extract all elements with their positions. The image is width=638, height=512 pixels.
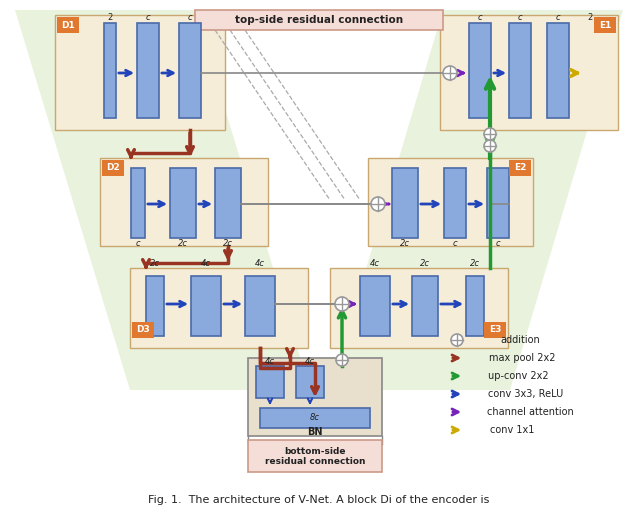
Text: conv 1x1: conv 1x1 — [490, 425, 534, 435]
Circle shape — [336, 354, 348, 366]
Bar — [360, 276, 390, 336]
Text: 4c: 4c — [255, 260, 265, 268]
Text: 2c: 2c — [420, 260, 430, 268]
Text: 2c: 2c — [150, 260, 160, 268]
Bar — [215, 168, 241, 238]
Bar — [296, 366, 324, 398]
Bar — [368, 158, 533, 246]
Text: c: c — [478, 12, 482, 22]
Text: 8c: 8c — [310, 414, 320, 422]
Circle shape — [443, 66, 457, 80]
Text: channel attention: channel attention — [487, 407, 574, 417]
Bar — [547, 23, 569, 118]
Text: 2: 2 — [107, 12, 113, 22]
Text: conv 3x3, ReLU: conv 3x3, ReLU — [488, 389, 563, 399]
Bar — [466, 276, 484, 336]
Bar — [509, 160, 531, 176]
Text: c: c — [517, 12, 523, 22]
Bar — [248, 440, 382, 472]
Text: c: c — [453, 239, 457, 247]
Bar — [392, 168, 418, 238]
Bar — [509, 23, 531, 118]
Polygon shape — [15, 10, 310, 390]
Text: addition: addition — [500, 335, 540, 345]
Circle shape — [371, 197, 385, 211]
Bar — [195, 10, 443, 30]
Circle shape — [484, 140, 496, 152]
Bar — [130, 268, 308, 348]
Bar — [132, 322, 154, 338]
Text: 2c: 2c — [178, 239, 188, 247]
Polygon shape — [330, 10, 623, 390]
Bar — [146, 276, 164, 336]
Text: top-side residual connection: top-side residual connection — [235, 15, 403, 25]
Bar — [260, 408, 370, 428]
Text: max pool 2x2: max pool 2x2 — [489, 353, 555, 363]
Bar — [248, 358, 382, 436]
Text: 2c: 2c — [470, 260, 480, 268]
Text: c: c — [145, 12, 151, 22]
Text: Fig. 1.  The architecture of V-Net. A block Di of the encoder is: Fig. 1. The architecture of V-Net. A blo… — [148, 495, 490, 505]
Text: 4c: 4c — [201, 260, 211, 268]
Text: 4c: 4c — [370, 260, 380, 268]
Bar — [170, 168, 196, 238]
Text: D2: D2 — [106, 163, 120, 173]
Text: 4c: 4c — [305, 357, 315, 367]
Bar — [469, 23, 491, 118]
Text: E1: E1 — [599, 20, 611, 30]
Text: 4c: 4c — [265, 357, 275, 367]
Text: D3: D3 — [136, 326, 150, 334]
Text: E2: E2 — [514, 163, 526, 173]
Circle shape — [335, 297, 349, 311]
Bar — [102, 160, 124, 176]
Text: bottom-side: bottom-side — [285, 446, 346, 456]
Circle shape — [484, 128, 496, 140]
Bar — [100, 158, 268, 246]
Bar — [487, 168, 509, 238]
Bar — [245, 276, 275, 336]
Bar — [484, 322, 506, 338]
Bar — [131, 168, 145, 238]
Bar — [57, 17, 79, 33]
Circle shape — [451, 334, 463, 346]
Bar — [179, 23, 201, 118]
Bar — [256, 366, 284, 398]
Text: D1: D1 — [61, 20, 75, 30]
Text: residual connection: residual connection — [265, 458, 365, 466]
Text: E3: E3 — [489, 326, 501, 334]
Bar — [330, 268, 508, 348]
Bar — [440, 15, 618, 130]
Bar — [412, 276, 438, 336]
Text: up-conv 2x2: up-conv 2x2 — [487, 371, 548, 381]
Text: 2: 2 — [588, 12, 593, 22]
Text: BN: BN — [308, 427, 323, 437]
Text: c: c — [556, 12, 560, 22]
Text: c: c — [136, 239, 140, 247]
Text: 2c: 2c — [400, 239, 410, 247]
Text: 2c: 2c — [223, 239, 233, 247]
Text: c: c — [496, 239, 500, 247]
Bar — [191, 276, 221, 336]
Text: c: c — [188, 12, 192, 22]
Bar — [104, 23, 116, 118]
Bar — [55, 15, 225, 130]
Bar — [444, 168, 466, 238]
Bar — [137, 23, 159, 118]
Bar — [594, 17, 616, 33]
